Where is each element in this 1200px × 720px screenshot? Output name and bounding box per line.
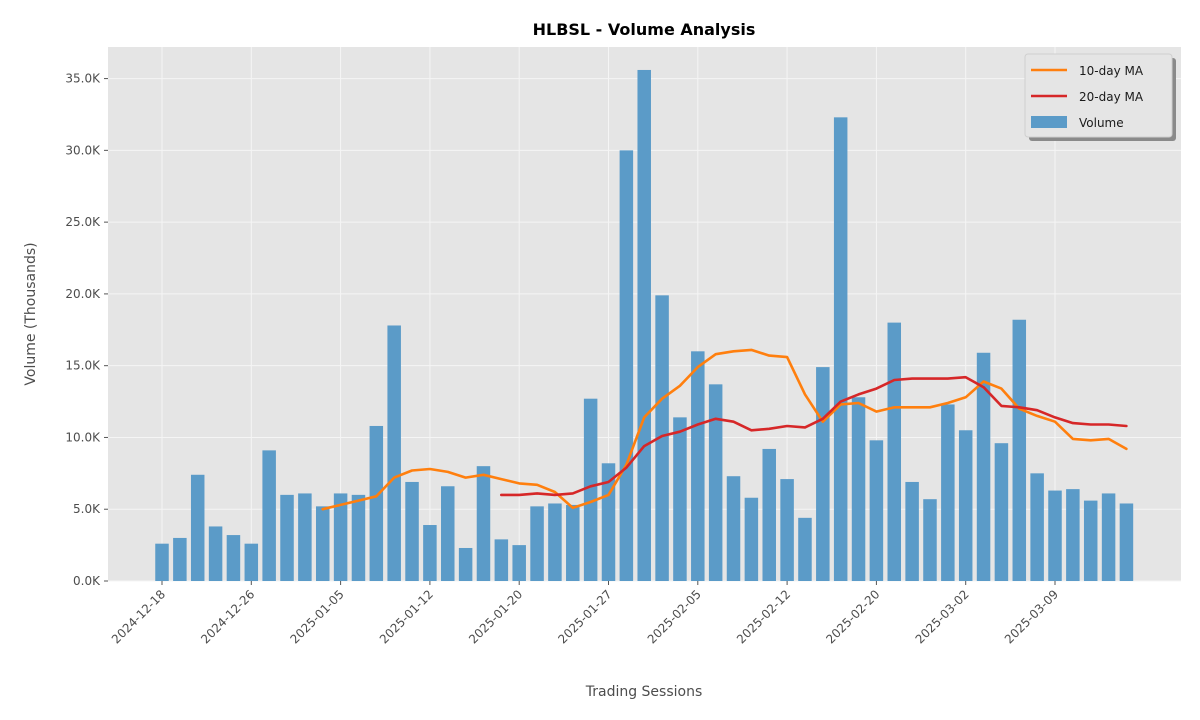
x-tick-label: 2025-02-20 (823, 587, 882, 646)
y-tick-label: 5.0K (73, 502, 101, 516)
volume-bar (226, 535, 241, 581)
x-tick-label: 2025-01-27 (555, 587, 614, 646)
volume-bar (512, 545, 526, 581)
volume-bar (833, 117, 848, 581)
y-tick-label: 0.0K (73, 574, 101, 588)
volume-bar (351, 494, 366, 581)
volume-bar (976, 352, 991, 581)
x-tick-label: 2025-03-09 (1002, 587, 1061, 646)
volume-bar (655, 295, 669, 581)
x-tick-label: 2025-01-20 (466, 587, 525, 646)
volume-bar (530, 506, 544, 581)
volume-bar (262, 450, 276, 581)
volume-bar (190, 474, 205, 581)
volume-bar (315, 506, 330, 581)
y-tick-label: 20.0K (65, 287, 101, 301)
volume-bar (423, 525, 437, 581)
volume-bar (1066, 489, 1080, 581)
y-axis-ticks: 0.0K 5.0K 10.0K 15.0K 20.0K 25.0K 30.0K 35.0K (65, 72, 108, 588)
ma10-line (321, 348, 1128, 511)
volume-bar (1101, 493, 1116, 581)
volume-bar (798, 517, 812, 581)
x-tick-label: 2025-02-12 (734, 587, 793, 646)
volume-bar (298, 493, 312, 581)
y-tick-label: 10.0K (65, 430, 101, 444)
volume-bar (869, 440, 884, 581)
volume-bar (762, 448, 776, 581)
y-tick-label: 15.0K (65, 359, 101, 373)
volume-bar (601, 463, 616, 581)
volume-bar (1119, 503, 1134, 581)
legend: 10-day MA 20-day MA Volume (1024, 53, 1176, 141)
chart-title: HLBSL - Volume Analysis (533, 20, 756, 39)
volume-bar (887, 322, 902, 581)
legend-label: Volume (1079, 116, 1124, 130)
volume-bar (941, 404, 955, 581)
volume-bar (1048, 490, 1062, 581)
volume-bar (637, 69, 651, 581)
x-tick-label: 2025-01-05 (288, 587, 347, 646)
volume-bar (333, 493, 348, 581)
x-axis-label: Trading Sessions (585, 684, 703, 700)
volume-bar (387, 325, 401, 581)
volume-bar (958, 430, 973, 581)
volume-bar (458, 547, 473, 581)
volume-bar (208, 526, 223, 581)
volume-bar (1083, 500, 1098, 581)
volume-bar (780, 479, 794, 581)
volume-bar (708, 384, 723, 581)
volume-bar (994, 443, 1009, 581)
volume-bar (405, 481, 419, 581)
legend-label: 20-day MA (1079, 90, 1144, 104)
volume-bar (173, 537, 187, 581)
y-tick-label: 25.0K (65, 215, 101, 229)
volume-bar (476, 466, 491, 581)
volume-bar (280, 494, 294, 581)
volume-bar (244, 543, 259, 581)
volume-bar (851, 397, 866, 581)
y-tick-label: 35.0K (65, 72, 101, 86)
y-axis-label: Volume (Thousands) (23, 242, 39, 385)
x-axis-ticks: 2024-12-18 2024-12-26 2025-01-05 2025-01-12… (109, 581, 1061, 646)
volume-bar (566, 504, 580, 581)
volume-bars (155, 69, 1134, 581)
x-tick-label: 2025-02-05 (645, 587, 704, 646)
ma20-line (500, 375, 1128, 497)
volume-bar (691, 351, 705, 581)
volume-bar (816, 367, 830, 581)
x-tick-label: 2024-12-26 (198, 587, 257, 646)
volume-bar (1030, 473, 1044, 581)
volume-bar (548, 503, 562, 581)
y-tick-label: 30.0K (65, 143, 101, 157)
volume-bar (744, 497, 759, 581)
volume-bar (905, 481, 919, 581)
x-tick-label: 2024-12-18 (109, 587, 168, 646)
volume-bar (923, 499, 937, 581)
volume-bar (583, 398, 598, 581)
volume-bar (726, 476, 741, 581)
volume-bar (619, 150, 634, 581)
legend-swatch (1031, 116, 1067, 128)
moving-average-lines (321, 348, 1128, 511)
volume-bar (369, 425, 384, 581)
x-tick-label: 2025-01-12 (377, 587, 436, 646)
volume-bar (673, 417, 687, 581)
volume-bar (494, 539, 509, 581)
volume-bar (155, 543, 169, 581)
volume-bar (1012, 319, 1027, 581)
x-tick-label: 2025-03-02 (913, 587, 972, 646)
legend-label: 10-day MA (1079, 64, 1144, 78)
volume-bar (441, 486, 455, 581)
